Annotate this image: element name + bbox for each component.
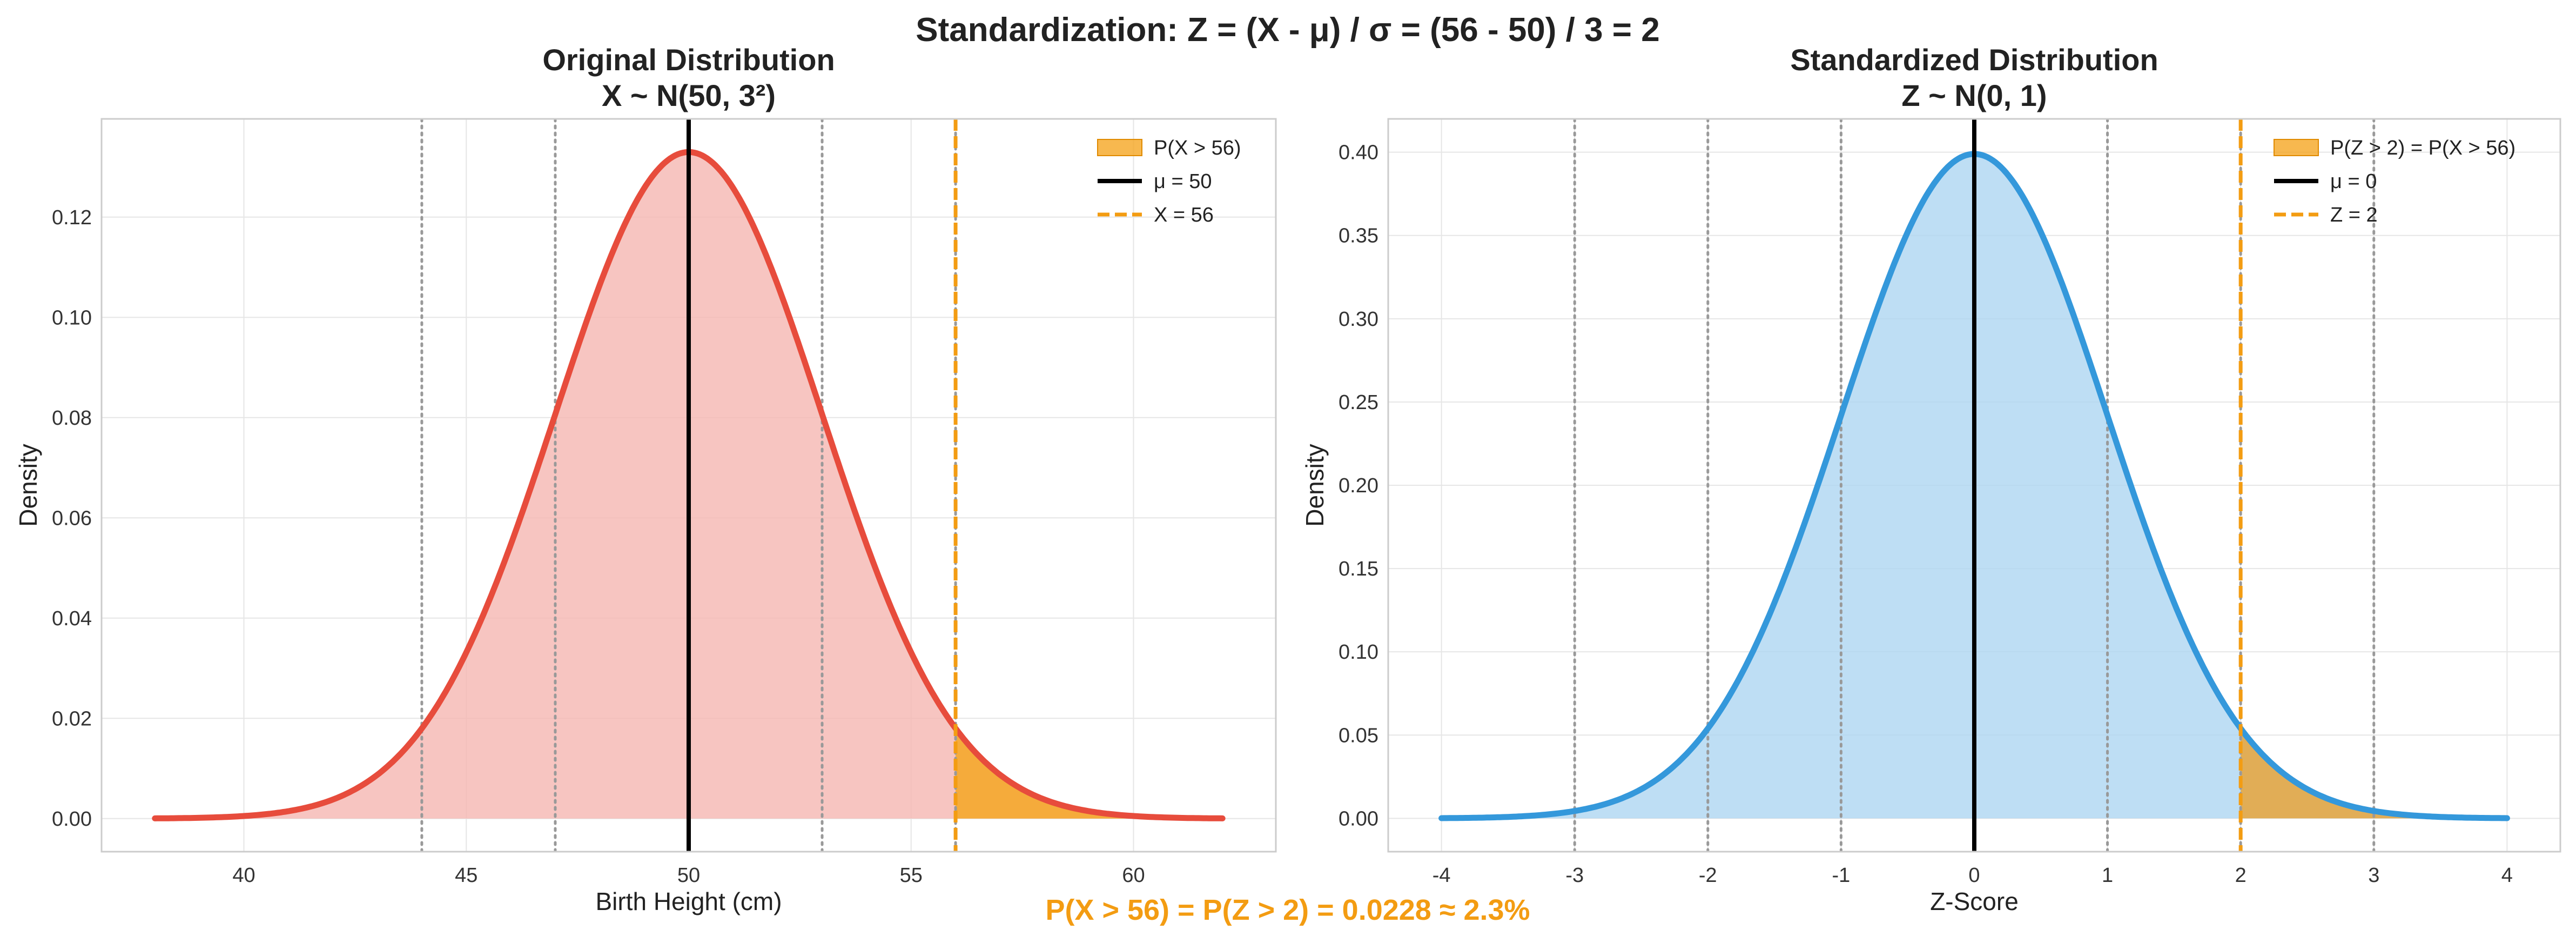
x-tick-label: -1 xyxy=(1832,864,1851,887)
y-tick-label: 0.06 xyxy=(52,507,92,530)
x-tick-label: 3 xyxy=(2368,864,2379,887)
y-tick-label: 0.40 xyxy=(1339,142,1378,164)
plot-area xyxy=(152,119,1226,852)
y-tick-label: 0.20 xyxy=(1339,474,1378,497)
legend-label: Z = 2 xyxy=(2330,204,2378,226)
y-tick-label: 0.05 xyxy=(1339,724,1378,747)
y-axis-label: Density xyxy=(14,444,42,526)
x-tick-label: -2 xyxy=(1699,864,1717,887)
y-tick-label: 0.00 xyxy=(1339,807,1378,830)
x-tick-label: 40 xyxy=(232,864,255,887)
legend-patch-swatch xyxy=(2274,139,2319,156)
x-tick-label: 2 xyxy=(2235,864,2247,887)
panel-title: Original Distribution xyxy=(542,43,835,77)
x-tick-label: 60 xyxy=(1122,864,1145,887)
tail-probability-area xyxy=(2241,728,2507,819)
y-tick-label: 0.30 xyxy=(1339,308,1378,331)
x-tick-label: 1 xyxy=(2102,864,2113,887)
y-tick-label: 0.04 xyxy=(52,607,92,630)
y-tick-label: 0.10 xyxy=(1339,641,1378,664)
plot-frame xyxy=(1387,118,2561,853)
x-axis-label: Birth Height (cm) xyxy=(595,887,782,915)
y-tick-label: 0.02 xyxy=(52,707,92,730)
y-tick-label: 0.08 xyxy=(52,407,92,430)
panel-subtitle: X ~ N(50, 3²) xyxy=(602,78,776,112)
legend-label: P(X > 56) xyxy=(1154,137,1241,159)
y-tick-label: 0.00 xyxy=(52,808,92,831)
x-tick-label: 45 xyxy=(455,864,477,887)
panel-title: Standardized Distribution xyxy=(1790,43,2158,77)
x-axis-label: Z-Score xyxy=(1930,887,2019,915)
tail-probability-area xyxy=(956,728,1223,819)
y-tick-label: 0.25 xyxy=(1339,391,1378,414)
legend-label: μ = 50 xyxy=(1154,170,1212,193)
plot-frame xyxy=(100,118,1277,853)
panel-subtitle: Z ~ N(0, 1) xyxy=(1901,78,2047,112)
probability-footer: P(X > 56) = P(Z > 2) = 0.0228 ≈ 2.3% xyxy=(1045,894,1530,926)
x-tick-label: 55 xyxy=(900,864,923,887)
figure-suptitle: Standardization: Z = (X - μ) / σ = (56 -… xyxy=(916,11,1659,49)
x-tick-label: 4 xyxy=(2501,864,2513,887)
legend-label: P(Z > 2) = P(X > 56) xyxy=(2330,137,2516,159)
y-tick-label: 0.15 xyxy=(1339,558,1378,580)
legend-patch-swatch xyxy=(1097,139,1142,156)
y-tick-label: 0.12 xyxy=(52,206,92,229)
x-tick-label: -3 xyxy=(1565,864,1584,887)
y-tick-label: 0.10 xyxy=(52,306,92,329)
x-tick-label: 0 xyxy=(1968,864,1980,887)
legend-label: X = 56 xyxy=(1154,204,1214,226)
plot-area xyxy=(1438,119,2510,852)
y-tick-label: 0.35 xyxy=(1339,225,1378,248)
x-tick-label: 50 xyxy=(677,864,700,887)
legend-label: μ = 0 xyxy=(2330,170,2377,193)
x-tick-label: -4 xyxy=(1432,864,1451,887)
y-axis-label: Density xyxy=(1301,444,1329,526)
